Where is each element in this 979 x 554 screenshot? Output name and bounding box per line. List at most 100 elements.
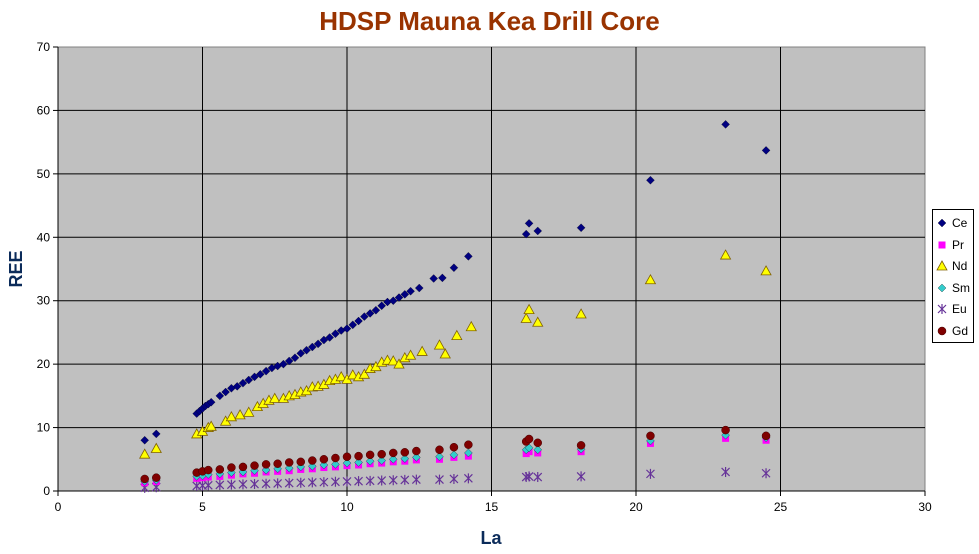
- point-ce: [438, 273, 447, 283]
- legend-item-gd: Gd: [936, 322, 974, 342]
- point-sm: [412, 453, 421, 462]
- legend-circle-icon: [937, 326, 947, 335]
- point-nd: [335, 371, 347, 382]
- series-eu: [140, 466, 771, 493]
- point-nd: [760, 265, 772, 276]
- point-nd: [523, 303, 535, 314]
- legend-item-ce: Ce: [936, 214, 974, 234]
- point-nd: [404, 349, 417, 360]
- point-ce: [646, 175, 655, 185]
- legend-label: Sm: [952, 280, 970, 295]
- point-ce: [331, 329, 340, 338]
- point-ce: [238, 378, 248, 388]
- legend-triangle-icon: [936, 260, 948, 271]
- point-ce: [576, 223, 586, 232]
- point-gd: [377, 449, 386, 459]
- x-tick-label: 0: [55, 500, 62, 514]
- point-sm: [389, 455, 398, 464]
- point-ce: [221, 387, 230, 397]
- point-nd: [225, 410, 238, 422]
- point-eu: [761, 468, 771, 479]
- point-gd: [273, 459, 282, 468]
- point-gd: [354, 451, 363, 461]
- series-nd: [139, 249, 772, 459]
- legend-marker-ce: [937, 218, 947, 228]
- point-sm: [524, 443, 534, 453]
- point-ce: [400, 290, 410, 299]
- point-ce: [206, 397, 216, 407]
- point-eu: [296, 477, 306, 488]
- point-ce: [371, 306, 381, 315]
- point-gd: [250, 461, 259, 470]
- point-gd: [238, 462, 248, 472]
- point-gd: [308, 456, 317, 465]
- point-eu: [319, 477, 329, 488]
- point-ce: [533, 226, 542, 236]
- point-ce: [256, 370, 265, 379]
- y-tick-label: 70: [37, 40, 51, 54]
- series-gd: [140, 425, 771, 484]
- point-ce: [244, 375, 253, 385]
- point-gd: [261, 460, 271, 469]
- point-eu: [411, 474, 421, 485]
- point-ce: [284, 356, 294, 366]
- point-nd: [451, 329, 463, 341]
- x-tick-label: 5: [199, 500, 206, 514]
- point-gd: [435, 445, 444, 455]
- point-eu: [354, 476, 363, 487]
- y-axis-title: REE: [6, 250, 26, 287]
- point-gd: [646, 431, 655, 441]
- point-gd: [761, 431, 771, 441]
- legend-diamond-icon: [937, 218, 947, 228]
- point-nd: [347, 369, 359, 380]
- legend-asterisk-icon: [937, 304, 947, 314]
- point-sm: [464, 448, 473, 458]
- point-eu: [449, 473, 459, 484]
- point-eu: [533, 472, 543, 483]
- point-ce: [429, 274, 438, 283]
- point-gd: [296, 457, 306, 467]
- point-nd: [234, 409, 246, 420]
- point-ce: [279, 359, 288, 369]
- point-nd: [387, 355, 399, 366]
- legend-marker-sm: [937, 283, 947, 292]
- point-eu: [646, 468, 655, 479]
- point-eu: [215, 479, 225, 490]
- y-tick-label: 10: [37, 421, 51, 435]
- axis-ticks: 0 5 10 15 20 25 30 0 10 20 30 40 50 60 70: [37, 40, 932, 514]
- point-sm: [533, 445, 542, 454]
- point-nd: [416, 345, 428, 356]
- point-nd: [243, 406, 255, 417]
- legend-label: Pr: [952, 237, 964, 252]
- legend-diamond-icon: [937, 283, 947, 292]
- data-points: [139, 120, 772, 493]
- point-ce: [389, 296, 398, 305]
- point-ce: [290, 353, 300, 363]
- point-ce: [449, 263, 459, 272]
- point-nd: [520, 312, 532, 323]
- point-ce: [232, 382, 242, 391]
- legend-item-eu: Eu: [936, 300, 974, 320]
- point-eu: [721, 466, 731, 477]
- point-ce: [250, 372, 259, 382]
- point-eu: [226, 479, 236, 490]
- x-tick-label: 20: [629, 500, 643, 514]
- y-tick-label: 0: [43, 484, 50, 498]
- point-gd: [342, 452, 352, 461]
- point-ce: [348, 320, 357, 330]
- legend-marker-pr: [938, 241, 946, 248]
- point-ce: [319, 335, 329, 345]
- point-eu: [331, 476, 340, 487]
- x-tick-label: 30: [918, 500, 932, 514]
- point-sm: [400, 454, 410, 463]
- point-ce: [415, 283, 424, 293]
- point-ce: [325, 333, 334, 342]
- legend-marker-nd: [936, 260, 948, 271]
- legend-marker-gd: [937, 326, 947, 335]
- point-eu: [576, 471, 586, 482]
- point-gd: [215, 465, 225, 474]
- point-eu: [342, 476, 352, 487]
- point-ce: [521, 229, 531, 239]
- point-ce: [721, 120, 730, 129]
- point-nd: [439, 348, 451, 359]
